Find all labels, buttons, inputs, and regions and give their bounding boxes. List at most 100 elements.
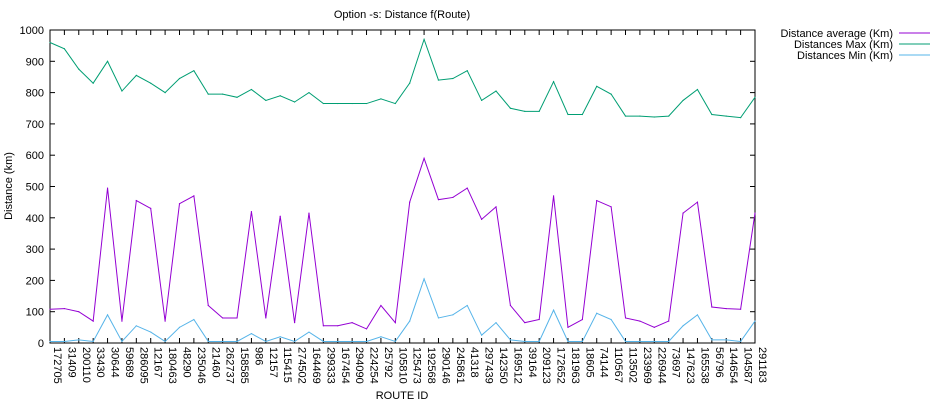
data-point bbox=[178, 203, 181, 205]
data-point bbox=[365, 340, 368, 343]
x-tick-label: 172705 bbox=[51, 347, 63, 384]
data-point bbox=[409, 82, 411, 84]
series-line-2 bbox=[49, 37, 756, 119]
data-point bbox=[178, 77, 181, 80]
data-point bbox=[322, 325, 324, 327]
y-tick-label: 100 bbox=[26, 307, 44, 319]
data-point bbox=[92, 320, 94, 322]
data-point bbox=[552, 309, 555, 311]
x-tick-label: 31409 bbox=[65, 347, 77, 378]
data-point bbox=[365, 328, 368, 330]
x-tick-label: 110567 bbox=[612, 347, 624, 383]
data-point bbox=[437, 79, 440, 81]
x-tick-label: 299333 bbox=[324, 347, 336, 384]
data-point bbox=[711, 113, 713, 116]
data-point bbox=[668, 115, 670, 117]
data-point bbox=[524, 322, 526, 324]
x-tick-label: 180463 bbox=[166, 347, 178, 384]
data-point bbox=[250, 333, 253, 335]
x-tick-label: 12157 bbox=[267, 347, 279, 378]
data-point bbox=[135, 199, 137, 202]
data-point bbox=[668, 340, 670, 343]
data-point bbox=[452, 314, 454, 316]
x-tick-label: 286095 bbox=[137, 347, 149, 384]
data-point bbox=[308, 92, 310, 94]
data-point bbox=[653, 340, 655, 343]
x-tick-label: 226944 bbox=[655, 347, 667, 384]
data-point bbox=[567, 340, 569, 343]
data-point bbox=[740, 117, 742, 119]
data-point bbox=[121, 90, 123, 92]
data-point bbox=[409, 201, 411, 203]
data-point bbox=[279, 95, 281, 97]
data-point bbox=[207, 304, 209, 307]
series-lines bbox=[49, 37, 756, 343]
data-point bbox=[581, 340, 583, 343]
data-point bbox=[452, 196, 454, 199]
x-tick-label: 209123 bbox=[540, 347, 552, 384]
x-tick-label: 169512 bbox=[511, 347, 523, 384]
x-tick-label: 158585 bbox=[238, 347, 250, 384]
data-point bbox=[135, 74, 137, 76]
data-point bbox=[106, 314, 109, 316]
data-point bbox=[725, 339, 727, 341]
data-point bbox=[466, 304, 468, 307]
data-point bbox=[265, 317, 267, 319]
y-axis: 0 100 200 300 400 500 600 700 800 900 1000 bbox=[20, 25, 755, 350]
data-point bbox=[466, 70, 468, 72]
legend-label: Distance average (Km) bbox=[781, 28, 894, 40]
data-point bbox=[639, 340, 641, 343]
data-point bbox=[596, 199, 598, 202]
legend-label: Distances Max (Km) bbox=[794, 39, 893, 51]
x-axis-label: ROUTE ID bbox=[376, 390, 429, 402]
data-point bbox=[308, 212, 310, 214]
data-point bbox=[236, 317, 238, 319]
x-tick-label: 200110 bbox=[80, 347, 92, 383]
data-point bbox=[164, 320, 166, 322]
x-tick-label: 105810 bbox=[396, 347, 408, 384]
data-point bbox=[63, 307, 65, 310]
data-point bbox=[279, 336, 281, 338]
data-point bbox=[481, 218, 483, 220]
data-point bbox=[581, 318, 583, 321]
data-point bbox=[409, 320, 411, 322]
data-point bbox=[481, 99, 483, 102]
x-tick-label: 33430 bbox=[94, 347, 106, 378]
data-point bbox=[740, 308, 742, 310]
data-point bbox=[106, 187, 109, 189]
data-point bbox=[121, 340, 123, 343]
data-point bbox=[121, 320, 123, 322]
x-tick-label: 274502 bbox=[296, 347, 308, 384]
data-point bbox=[682, 325, 684, 327]
x-tick-label: 39164 bbox=[526, 347, 538, 378]
data-point bbox=[92, 82, 94, 84]
x-tick-label: 167454 bbox=[339, 347, 351, 384]
data-point bbox=[696, 314, 699, 316]
x-tick-label: 147623 bbox=[684, 347, 696, 384]
data-point bbox=[466, 187, 468, 189]
data-point bbox=[265, 340, 267, 343]
data-point bbox=[538, 110, 540, 112]
x-tick-label: 245861 bbox=[454, 347, 466, 384]
data-point bbox=[696, 201, 699, 203]
data-point bbox=[63, 48, 65, 50]
x-tick-label: 297439 bbox=[483, 347, 495, 384]
data-point bbox=[524, 340, 526, 343]
data-point bbox=[380, 98, 382, 100]
data-point bbox=[538, 318, 540, 321]
data-point bbox=[596, 85, 598, 87]
y-axis-label: Distance (km) bbox=[3, 152, 15, 220]
x-tick-label: 115415 bbox=[281, 347, 293, 383]
data-point bbox=[106, 60, 109, 62]
data-point bbox=[78, 339, 80, 341]
data-point bbox=[653, 116, 655, 118]
plot-frame bbox=[49, 29, 756, 344]
data-point bbox=[365, 102, 368, 105]
x-tick-label: 18605 bbox=[583, 347, 595, 378]
data-point bbox=[437, 199, 440, 201]
data-point bbox=[538, 340, 540, 343]
x-tick-label: 25792 bbox=[382, 347, 394, 378]
data-point bbox=[222, 93, 224, 95]
data-point bbox=[164, 340, 166, 343]
